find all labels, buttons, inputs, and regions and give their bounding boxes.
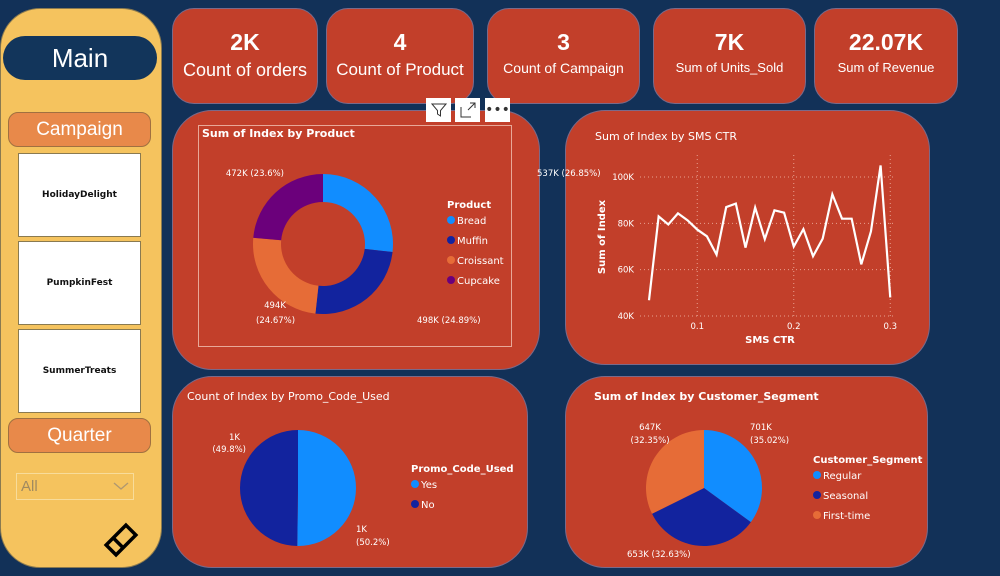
data-label: 701K <box>750 423 772 433</box>
filter-icon[interactable] <box>426 98 451 122</box>
campaign-header: Campaign <box>8 112 151 147</box>
legend-item: Cupcake <box>457 276 500 287</box>
kpi-value: 22.07K <box>848 29 924 55</box>
quarter-header: Quarter <box>8 418 151 453</box>
kpi-card: 7K Sum of Units_Sold <box>653 8 806 104</box>
y-tick: 60K <box>618 266 635 276</box>
x-tick: 0.1 <box>690 322 704 332</box>
chart-title: Sum of Index by SMS CTR <box>595 130 737 143</box>
x-tick: 0.2 <box>787 322 801 332</box>
legend-marker <box>447 256 455 264</box>
main-button[interactable]: Main <box>3 36 157 80</box>
legend-item: Croissant <box>457 256 504 267</box>
legend-item: Bread <box>457 216 486 227</box>
data-label: (24.67%) <box>256 316 295 326</box>
legend-marker <box>813 511 821 519</box>
legend-marker <box>447 216 455 224</box>
pie-slice-yes <box>297 430 356 546</box>
data-label: 472K (23.6%) <box>226 169 284 179</box>
legend-item: No <box>421 500 435 511</box>
data-label: 494K <box>264 301 286 311</box>
quarter-dropdown[interactable]: All <box>16 473 134 500</box>
legend-item: First-time <box>823 511 870 522</box>
legend-marker <box>447 236 455 244</box>
data-label: 537K (26.85%) <box>537 169 601 179</box>
eraser-icon[interactable] <box>103 522 139 558</box>
quarter-value: All <box>21 478 38 495</box>
campaign-tile-holidaydelight[interactable]: HolidayDelight <box>18 153 141 237</box>
data-label: 647K <box>639 423 661 433</box>
legend-item: Yes <box>420 480 437 491</box>
legend-item: Seasonal <box>823 491 868 502</box>
legend-marker <box>813 471 821 479</box>
chevron-down-icon <box>113 482 129 490</box>
chart-title: Sum of Index by Product <box>202 127 355 140</box>
legend-marker <box>447 276 455 284</box>
data-label: (49.8%) <box>212 445 246 455</box>
campaign-tile-summertreats[interactable]: SummerTreats <box>18 329 141 413</box>
kpi-value: 7K <box>714 29 745 55</box>
legend-marker <box>813 491 821 499</box>
data-label: (32.35%) <box>630 436 669 446</box>
legend-marker <box>411 500 419 508</box>
legend-title: Promo_Code_Used <box>411 464 514 475</box>
y-axis-label: Sum of Index <box>597 199 608 274</box>
data-label: 653K (32.63%) <box>627 550 691 560</box>
pie-slice-croissant <box>253 237 319 314</box>
legend-item: Regular <box>823 471 862 482</box>
pie-slice-no <box>239 430 298 546</box>
data-label: 1K <box>356 525 367 535</box>
pie-slice-bread <box>323 174 393 253</box>
y-tick: 100K <box>612 173 634 183</box>
kpi-label: Count of Campaign <box>503 60 624 76</box>
x-tick: 0.3 <box>883 322 897 332</box>
kpi-card: 22.07K Sum of Revenue <box>814 8 958 104</box>
kpi-label: Count of orders <box>182 60 308 80</box>
data-label: 498K (24.89%) <box>417 316 481 326</box>
pie-slice-muffin <box>315 248 393 314</box>
pie-slice-regular <box>704 430 762 523</box>
kpi-value: 4 <box>393 29 407 55</box>
legend-title: Customer_Segment <box>813 455 923 466</box>
y-tick: 40K <box>618 312 635 322</box>
chart-title: Count of Index by Promo_Code_Used <box>187 390 390 403</box>
kpi-card: 2K Count of orders <box>172 8 318 104</box>
data-label: (50.2%) <box>356 538 390 548</box>
x-axis-label: SMS CTR <box>745 335 795 346</box>
visual-focus-border <box>198 125 512 347</box>
kpi-label: Sum of Units_Sold <box>675 60 784 75</box>
campaign-tile-pumpkinfest[interactable]: PumpkinFest <box>18 241 141 325</box>
data-label: (35.02%) <box>750 436 789 446</box>
kpi-value: 3 <box>557 29 570 55</box>
pie-slice-seasonal <box>652 488 751 547</box>
more-options-icon[interactable]: ••• <box>485 98 510 122</box>
kpi-card: 4 Count of Product <box>326 8 474 104</box>
kpi-label: Count of Product <box>336 60 464 79</box>
pie-slice-cupcake <box>253 174 323 241</box>
legend-item: Muffin <box>457 236 488 247</box>
legend-marker <box>411 480 419 488</box>
pie-slice-first-time <box>645 430 704 514</box>
y-tick: 80K <box>618 219 635 229</box>
product-donut-card[interactable] <box>172 110 540 370</box>
kpi-label: Sum of Revenue <box>837 60 935 75</box>
chart-title: Sum of Index by Customer_Segment <box>594 390 819 403</box>
kpi-value: 2K <box>230 29 260 55</box>
data-label: 1K <box>229 433 240 443</box>
focus-mode-icon[interactable] <box>455 98 480 122</box>
line-series <box>647 165 892 301</box>
kpi-card: 3 Count of Campaign <box>487 8 640 104</box>
legend-title: Product <box>447 200 491 211</box>
